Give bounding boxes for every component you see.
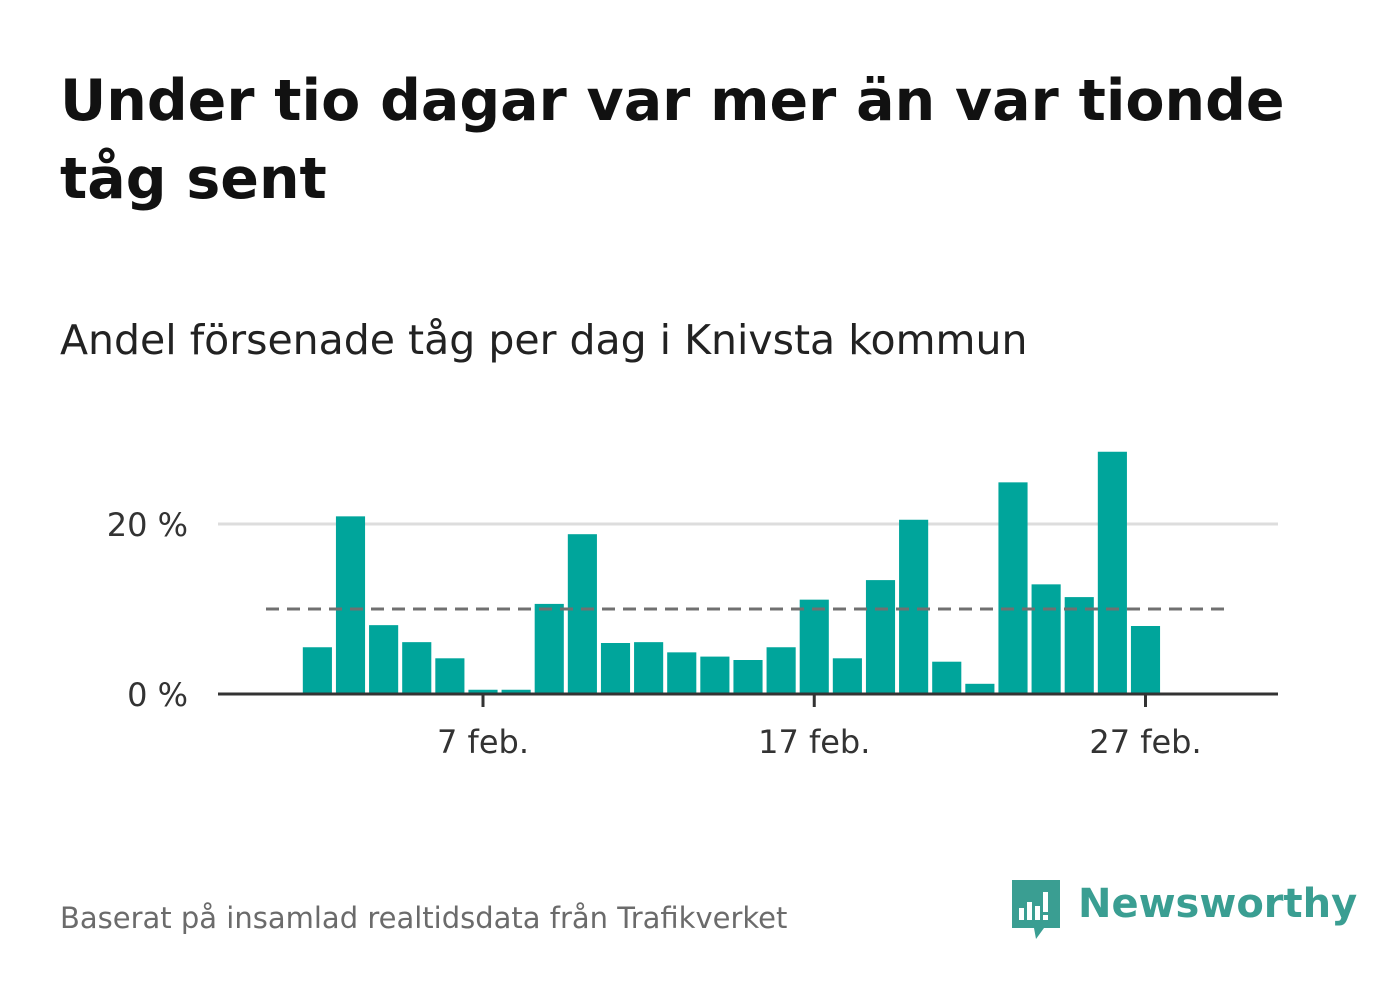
bars (302, 451, 1161, 694)
source-note: Baserat på insamlad realtidsdata från Tr… (60, 901, 788, 935)
x-axis (218, 692, 1278, 707)
newsworthy-logo-icon (1012, 880, 1060, 939)
newsworthy-logo-text: Newsworthy (1078, 881, 1358, 927)
bar (634, 642, 664, 694)
bar (1031, 584, 1061, 694)
bar (1130, 626, 1161, 694)
chart-subtitle: Andel försenade tåg per dag i Knivsta ko… (60, 316, 1028, 364)
bar (899, 519, 929, 694)
bar (468, 689, 498, 694)
newsworthy-logo: Newsworthy (1010, 878, 1357, 942)
x-tick-label: 17 feb. (758, 723, 870, 761)
bar (865, 580, 896, 694)
chart-title: Under tio dagar var mer än var tionde tå… (60, 68, 1285, 212)
axis-labels: 0 % 20 % 7 feb. 17 feb. 27 feb. (107, 506, 1202, 761)
bar (766, 647, 796, 694)
bar (998, 482, 1028, 694)
bar (335, 516, 366, 694)
x-tick-label: 7 feb. (437, 723, 529, 761)
x-tick-label: 27 feb. (1089, 723, 1201, 761)
bar (832, 658, 862, 694)
bar (402, 642, 432, 694)
bar (799, 599, 829, 694)
bar (733, 660, 763, 694)
bar (369, 625, 399, 694)
bar (600, 643, 631, 694)
bar (435, 658, 465, 694)
bar (1097, 451, 1127, 694)
y-tick-label: 20 % (107, 506, 188, 544)
bar (567, 534, 597, 694)
bar (1064, 597, 1094, 694)
bar (932, 661, 962, 694)
bar (965, 683, 995, 694)
bar (302, 647, 332, 694)
bar (534, 603, 564, 694)
bar (667, 652, 697, 694)
y-tick-label: 0 % (127, 676, 188, 714)
bar (501, 689, 531, 694)
bar (700, 656, 730, 694)
